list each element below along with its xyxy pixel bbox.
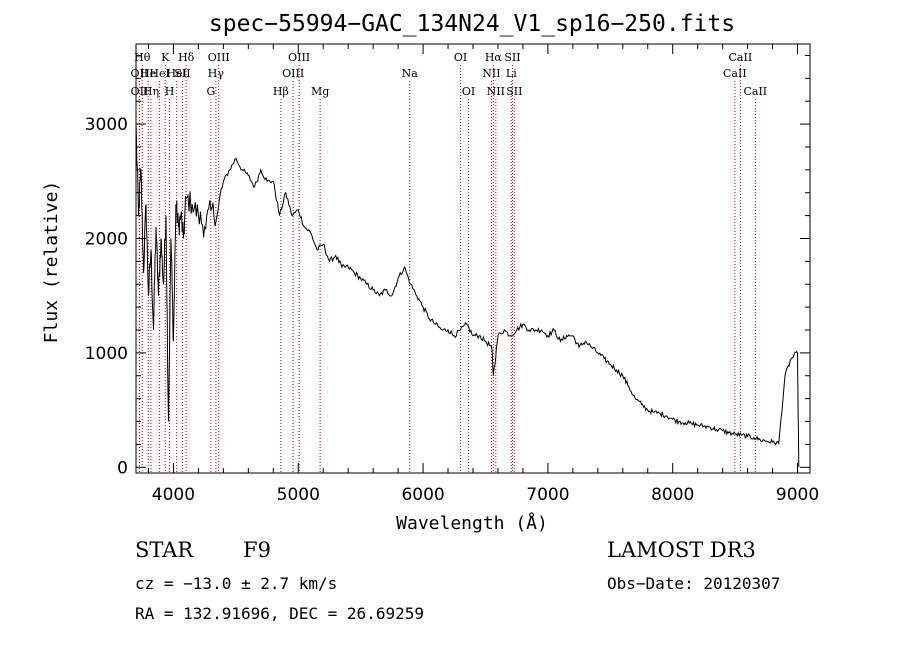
spectral-line-label: HeI <box>166 67 186 80</box>
y-tick-label: 2000 <box>85 229 128 249</box>
spectral-line-label: OIII <box>282 67 304 80</box>
spectral-line-label: CaII <box>729 51 753 64</box>
spectral-line-label: OI <box>462 85 475 98</box>
x-tick-label: 6000 <box>401 485 444 505</box>
spectral-line-label: Na <box>402 67 419 80</box>
spectral-line-label: Hη <box>143 85 159 98</box>
x-tick-label: 9000 <box>776 485 819 505</box>
spectral-line-label: G <box>206 85 215 98</box>
spectral-line-label: SII <box>174 67 190 80</box>
spectral-line-label: Hδ <box>178 51 195 64</box>
chart-title: spec−55994−GAC_134N24_V1_sp16−250.fits <box>209 11 735 37</box>
redshift-cz: cz = −13.0 ± 2.7 km/s <box>135 574 338 593</box>
spectral-line-label: Hβ <box>273 85 289 98</box>
ra-dec: RA = 132.91696, DEC = 26.69259 <box>135 604 424 623</box>
spectral-line-label: OIII <box>288 51 310 64</box>
y-tick-label: 1000 <box>85 344 128 364</box>
flux-trace <box>135 124 800 468</box>
y-axis-label: Flux (relative) <box>41 181 62 344</box>
x-tick-label: 4000 <box>152 485 195 505</box>
x-tick-label: 5000 <box>277 485 320 505</box>
axis-ticks: 4000 5000 6000 7000 8000 9000 0 1000 2000 3000 <box>85 44 819 505</box>
spectral-line-label: Hγ <box>208 67 225 80</box>
spectral-lines: OIIOIIHθHeHηHeIKHHeISIIHδGHγOIIIHβOIIIOI… <box>131 51 767 473</box>
observation-date: Obs−Date: 20120307 <box>607 574 781 593</box>
spectral-line-label: OII <box>131 67 149 80</box>
y-tick-label: 3000 <box>85 115 128 135</box>
spectral-line-label: SII <box>504 51 520 64</box>
spectral-line-label: HeI <box>149 67 169 80</box>
spectral-line-label: H <box>165 85 175 98</box>
survey-name: LAMOST DR3 <box>607 538 756 562</box>
object-class: STAR <box>135 538 194 562</box>
spectral-line-label: Hθ <box>134 51 151 64</box>
x-axis-label: Wavelength (Å) <box>396 512 548 534</box>
spectral-line-label: Li <box>506 67 517 80</box>
x-tick-label: 7000 <box>526 485 569 505</box>
plot-frame <box>135 43 811 474</box>
spectral-line-label: OI <box>454 51 467 64</box>
spectral-line-label: SII <box>506 85 522 98</box>
x-tick-label: 8000 <box>651 485 694 505</box>
spectral-line-label: OII <box>131 85 149 98</box>
object-subclass: F9 <box>243 538 271 562</box>
spectral-line-label: CaII <box>743 85 767 98</box>
spectral-line-label: Hα <box>485 51 503 64</box>
spectral-line-label: NII <box>482 67 500 80</box>
y-tick-label: 0 <box>117 458 128 478</box>
spectral-line-label: OIII <box>208 51 230 64</box>
spectral-line-label: CaII <box>723 67 747 80</box>
spectral-line-label: Mg <box>311 85 329 98</box>
spectral-line-label: NII <box>487 85 505 98</box>
spectral-line-label: K <box>161 51 170 64</box>
spectral-line-label: He <box>140 67 156 80</box>
